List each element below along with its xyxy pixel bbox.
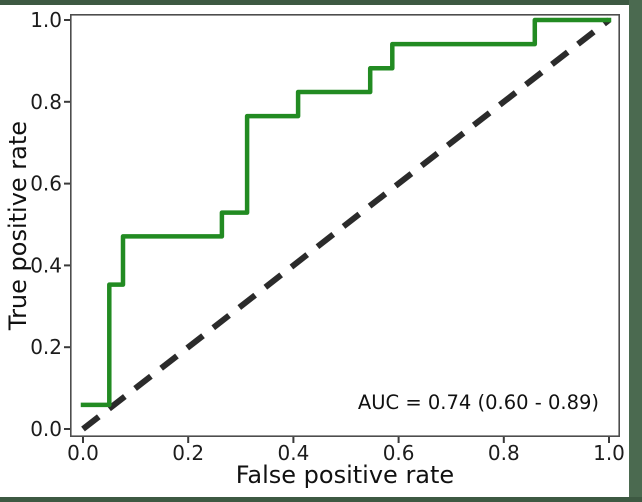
x-tick-label: 0.8: [488, 441, 520, 465]
axes-spines: [70, 14, 621, 437]
x-tick-label: 0.4: [277, 441, 309, 465]
border-bottom-band: [0, 497, 642, 502]
x-tick-label: 1.0: [593, 441, 625, 465]
x-tick-label: 0.2: [172, 441, 204, 465]
roc-curve-line: [80, 17, 612, 408]
y-tick-label: 0.8: [30, 90, 62, 114]
series-layer: [80, 17, 612, 432]
y-tick-label: 1.0: [30, 8, 62, 32]
y-axis-ticks: 0.0 0.2 0.4 0.6 0.8 1.0: [30, 8, 70, 441]
border-top-band: [0, 0, 642, 5]
y-axis-label: True positive rate: [4, 121, 32, 331]
x-axis-label: False positive rate: [236, 461, 454, 489]
chance-diagonal-line: [81, 17, 611, 432]
auc-annotation: AUC = 0.74 (0.60 - 0.89): [358, 391, 599, 414]
y-tick-label: 0.6: [30, 172, 62, 196]
y-tick-label: 0.0: [30, 417, 62, 441]
x-axis-ticks: 0.0 0.2 0.4 0.6 0.8 1.0: [67, 437, 625, 465]
x-tick-label: 0.0: [67, 441, 99, 465]
y-tick-label: 0.2: [30, 335, 62, 359]
border-right-band: [629, 0, 642, 502]
y-tick-label: 0.4: [30, 253, 62, 277]
x-tick-label: 0.6: [383, 441, 415, 465]
